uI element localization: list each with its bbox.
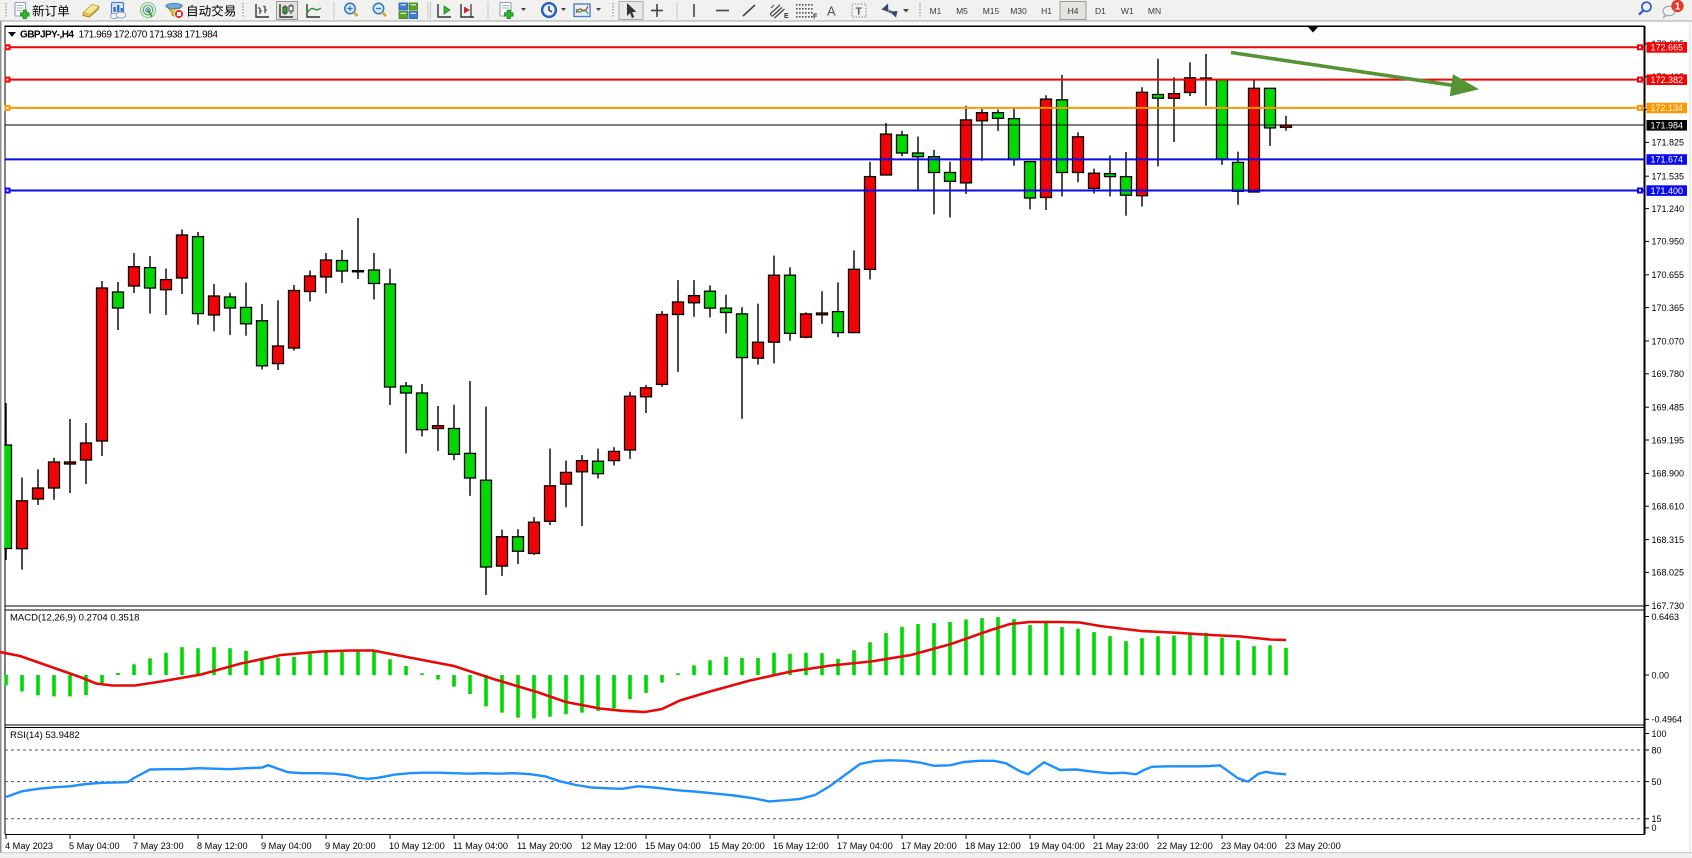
svg-text:169.485: 169.485 xyxy=(1652,403,1685,413)
svg-text:171.240: 171.240 xyxy=(1652,204,1685,214)
svg-text:M5: M5 xyxy=(956,6,968,16)
svg-text:M30: M30 xyxy=(1010,6,1027,16)
svg-text:15 May 20:00: 15 May 20:00 xyxy=(709,841,765,851)
svg-text:MN: MN xyxy=(1148,6,1161,16)
svg-text:22 May 12:00: 22 May 12:00 xyxy=(1157,841,1213,851)
svg-text:168.610: 168.610 xyxy=(1652,502,1685,512)
svg-text:0: 0 xyxy=(1652,823,1657,833)
svg-text:23 May 04:00: 23 May 04:00 xyxy=(1221,841,1277,851)
svg-text:10 May 12:00: 10 May 12:00 xyxy=(389,841,445,851)
svg-text:9 May 20:00: 9 May 20:00 xyxy=(325,841,376,851)
svg-text:M15: M15 xyxy=(983,6,1000,16)
svg-text:168.025: 168.025 xyxy=(1652,568,1685,578)
svg-text:E: E xyxy=(784,13,789,20)
svg-text:169.195: 169.195 xyxy=(1652,435,1685,445)
svg-text:M1: M1 xyxy=(930,6,942,16)
svg-text:16 May 12:00: 16 May 12:00 xyxy=(773,841,829,851)
svg-text:17 May 04:00: 17 May 04:00 xyxy=(837,841,893,851)
svg-text:23 May 20:00: 23 May 20:00 xyxy=(1285,841,1341,851)
svg-text:168.900: 168.900 xyxy=(1652,469,1685,479)
svg-text:5 May 04:00: 5 May 04:00 xyxy=(69,841,120,851)
svg-text:1: 1 xyxy=(1675,2,1681,13)
svg-text:A: A xyxy=(827,4,836,19)
svg-text:15: 15 xyxy=(1652,814,1662,824)
svg-text:167.730: 167.730 xyxy=(1652,601,1685,611)
svg-text:17 May 20:00: 17 May 20:00 xyxy=(901,841,957,851)
svg-text:172.134: 172.134 xyxy=(1651,103,1684,113)
svg-text:7 May 23:00: 7 May 23:00 xyxy=(133,841,184,851)
svg-text:9 May 04:00: 9 May 04:00 xyxy=(261,841,312,851)
svg-text:12 May 12:00: 12 May 12:00 xyxy=(581,841,637,851)
svg-text:171.674: 171.674 xyxy=(1651,155,1684,165)
svg-text:0.6463: 0.6463 xyxy=(1652,612,1680,622)
svg-text:171.969 172.070 171.938 171.98: 171.969 172.070 171.938 171.984 xyxy=(79,30,219,41)
svg-text:11 May 20:00: 11 May 20:00 xyxy=(517,841,572,851)
svg-text:168.315: 168.315 xyxy=(1652,535,1685,545)
svg-text:H1: H1 xyxy=(1041,6,1052,16)
svg-text:171.984: 171.984 xyxy=(1651,121,1684,131)
svg-text:11 May 04:00: 11 May 04:00 xyxy=(453,841,508,851)
svg-text:172.665: 172.665 xyxy=(1651,43,1684,53)
svg-text:171.825: 171.825 xyxy=(1652,138,1685,148)
svg-text:170.365: 170.365 xyxy=(1652,303,1685,313)
svg-text:19 May 04:00: 19 May 04:00 xyxy=(1029,841,1085,851)
svg-text:172.382: 172.382 xyxy=(1651,75,1684,85)
svg-text:4 May 2023: 4 May 2023 xyxy=(5,841,53,851)
svg-text:F: F xyxy=(813,14,818,21)
svg-text:8 May 12:00: 8 May 12:00 xyxy=(197,841,248,851)
svg-text:50: 50 xyxy=(1652,777,1662,787)
svg-text:170.950: 170.950 xyxy=(1652,237,1685,247)
svg-text:MACD(12,26,9) 0.2704 0.3518: MACD(12,26,9) 0.2704 0.3518 xyxy=(10,613,139,624)
svg-text:100: 100 xyxy=(1652,729,1667,739)
svg-text:169.780: 169.780 xyxy=(1652,369,1685,379)
svg-text:170.070: 170.070 xyxy=(1652,336,1685,346)
svg-text:GBPJPY-,H4: GBPJPY-,H4 xyxy=(20,30,74,41)
svg-text:0.00: 0.00 xyxy=(1652,670,1670,680)
svg-text:H4: H4 xyxy=(1068,6,1079,16)
svg-text:80: 80 xyxy=(1652,745,1662,755)
svg-text:171.400: 171.400 xyxy=(1651,186,1684,196)
svg-text:171.535: 171.535 xyxy=(1652,172,1685,182)
svg-text:T: T xyxy=(856,6,863,18)
svg-text:170.655: 170.655 xyxy=(1652,270,1685,280)
svg-text:-0.4964: -0.4964 xyxy=(1652,715,1683,725)
svg-text:RSI(14) 53.9482: RSI(14) 53.9482 xyxy=(10,730,80,741)
svg-text:21 May 23:00: 21 May 23:00 xyxy=(1093,841,1149,851)
svg-text:18 May 12:00: 18 May 12:00 xyxy=(965,841,1021,851)
svg-text:15 May 04:00: 15 May 04:00 xyxy=(645,841,701,851)
svg-text:D1: D1 xyxy=(1095,6,1106,16)
svg-text:W1: W1 xyxy=(1121,6,1134,16)
